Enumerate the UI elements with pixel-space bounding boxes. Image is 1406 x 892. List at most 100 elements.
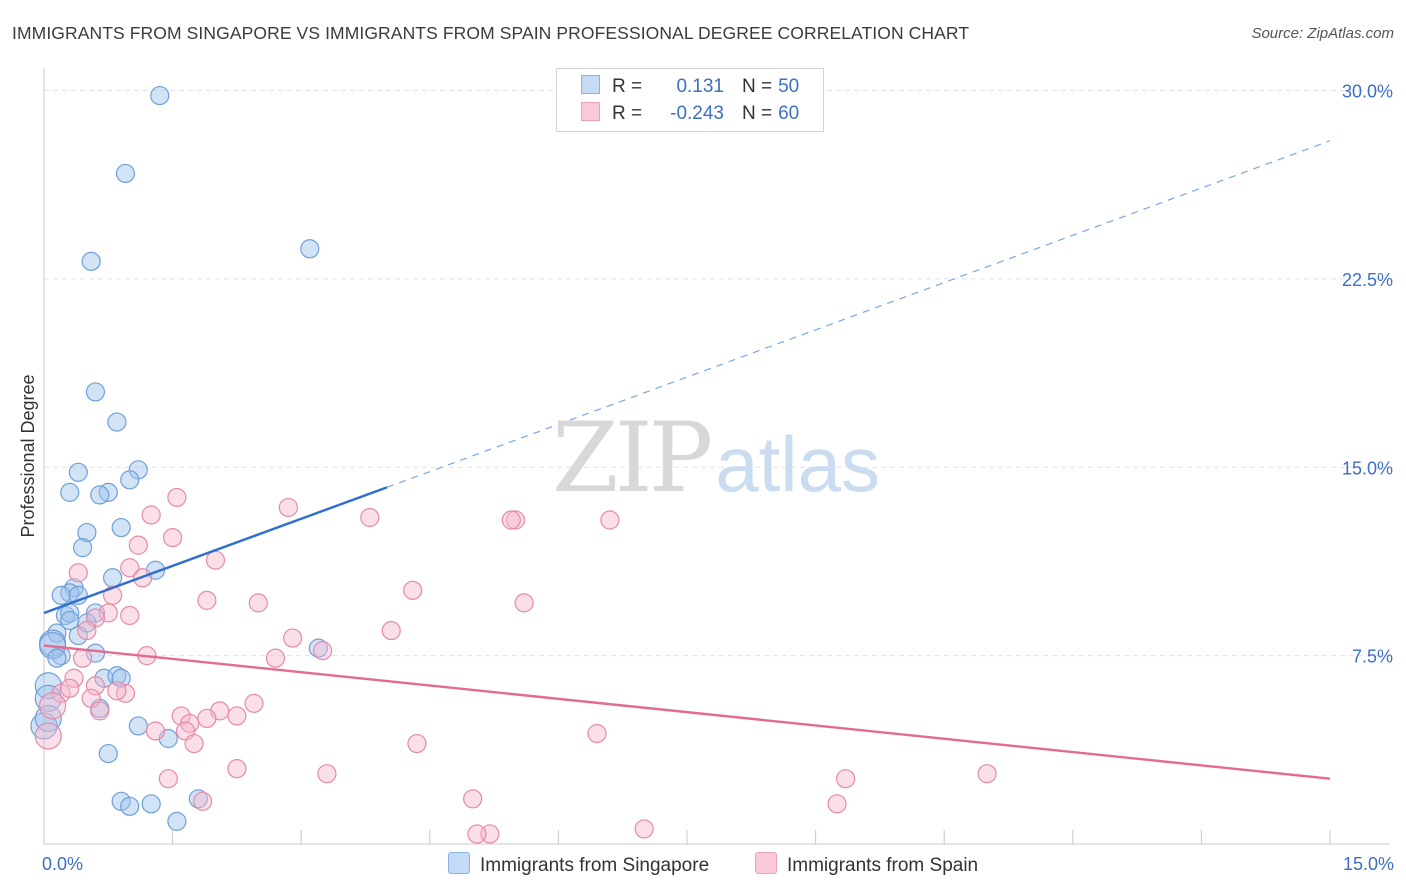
n-value-spain: 60 xyxy=(778,103,800,124)
singapore-point-8 xyxy=(120,470,140,490)
singapore-trend-extension xyxy=(386,140,1331,488)
singapore-point-0 xyxy=(150,85,170,106)
spain-point-48 xyxy=(158,769,178,789)
spain-point-13 xyxy=(403,580,423,600)
singapore-point-12 xyxy=(111,517,131,538)
spain-point-23 xyxy=(313,641,333,661)
y-tick-label-1: 15.0% xyxy=(1342,458,1393,478)
spain-point-18 xyxy=(98,603,118,623)
spain-point-26 xyxy=(72,648,93,668)
spain-point-54 xyxy=(634,819,654,839)
spain-point-28 xyxy=(85,676,106,696)
x-tick-label-0: 0.0% xyxy=(42,854,83,874)
y-axis-label: Professional Degree xyxy=(18,374,38,537)
chart-title: IMMIGRANTS FROM SINGAPORE VS IMMIGRANTS … xyxy=(12,23,970,43)
singapore-point-7 xyxy=(68,462,88,482)
spain-point-30 xyxy=(107,681,127,701)
spain-point-27 xyxy=(64,668,84,688)
singapore-point-2 xyxy=(300,239,320,259)
singapore-trend-line xyxy=(43,486,388,615)
singapore-point-29 xyxy=(85,643,106,663)
x-ticks xyxy=(43,830,1331,844)
spain-point-49 xyxy=(836,769,856,789)
spain-trend-line xyxy=(43,644,1331,780)
legend-item-spain[interactable]: Immigrants from Spain xyxy=(755,852,978,877)
singapore-point-35 xyxy=(111,668,131,688)
spain-point-19 xyxy=(120,605,140,626)
spain-point-21 xyxy=(381,620,401,641)
spain-point-47 xyxy=(317,764,337,784)
series-legend: Immigrants from Singapore Immigrants fro… xyxy=(0,852,1406,878)
spain-point-45 xyxy=(34,722,62,750)
spain-point-25 xyxy=(265,648,286,668)
singapore-point-41 xyxy=(98,743,118,764)
spain-point-9 xyxy=(205,550,226,570)
y-tick-labels: 7.5% 15.0% 22.5% 30.0% xyxy=(1342,82,1393,667)
singapore-point-49 xyxy=(60,610,80,631)
spain-point-5 xyxy=(600,510,620,530)
legend-item-singapore[interactable]: Immigrants from Singapore xyxy=(448,852,709,877)
spain-point-33 xyxy=(244,693,264,713)
singapore-legend-swatch xyxy=(448,852,470,874)
singapore-swatch xyxy=(581,75,600,94)
singapore-point-1 xyxy=(115,163,136,184)
singapore-point-11 xyxy=(90,485,110,505)
singapore-point-48 xyxy=(47,648,67,668)
spain-point-50 xyxy=(977,764,997,784)
spain-point-3 xyxy=(360,507,380,528)
spain-point-57 xyxy=(38,692,67,720)
singapore-point-36 xyxy=(34,684,62,712)
singapore-point-3 xyxy=(81,251,101,271)
n-value-singapore: 50 xyxy=(778,76,800,97)
spain-point-15 xyxy=(197,590,217,610)
spain-swatch xyxy=(581,102,600,121)
series-spain-points xyxy=(34,487,997,844)
trend-lines xyxy=(43,140,1331,780)
spain-point-52 xyxy=(193,791,213,811)
n-label: N = xyxy=(742,103,773,124)
spain-point-16 xyxy=(248,593,268,613)
spain-point-56 xyxy=(467,824,487,844)
r-value-singapore: 0.131 xyxy=(676,76,724,97)
y-tick-label-2: 22.5% xyxy=(1342,270,1393,290)
singapore-point-44 xyxy=(120,796,140,816)
singapore-point-38 xyxy=(128,716,148,736)
legend-label-spain: Immigrants from Spain xyxy=(787,855,979,876)
singapore-point-19 xyxy=(51,585,71,605)
spain-point-22 xyxy=(283,628,303,648)
r-value-spain: -0.243 xyxy=(670,103,724,124)
spain-legend-swatch xyxy=(755,852,777,874)
singapore-point-5 xyxy=(107,412,127,432)
watermark-zip: ZIP xyxy=(552,402,713,514)
spain-point-42 xyxy=(587,723,607,744)
spain-point-37 xyxy=(197,708,217,729)
y-tick-label-0: 7.5% xyxy=(1352,647,1393,667)
singapore-point-43 xyxy=(141,794,161,814)
singapore-point-9 xyxy=(60,482,80,502)
spain-point-59 xyxy=(77,620,97,641)
gridlines xyxy=(44,90,1392,657)
spain-point-38 xyxy=(227,706,247,726)
x-tick-label-1: 15.0% xyxy=(1343,854,1394,874)
n-label: N = xyxy=(742,76,773,97)
spain-point-43 xyxy=(407,733,427,754)
watermark-atlas: atlas xyxy=(715,420,880,508)
spain-point-44 xyxy=(184,733,204,754)
singapore-point-4 xyxy=(85,382,106,402)
spain-point-41 xyxy=(145,721,166,741)
spain-point-2 xyxy=(141,505,161,525)
spain-point-46 xyxy=(227,759,247,779)
spain-point-35 xyxy=(90,701,110,721)
spain-point-1 xyxy=(278,497,298,518)
singapore-point-13 xyxy=(77,522,97,543)
singapore-point-46 xyxy=(167,811,187,831)
spain-point-58 xyxy=(60,678,80,698)
spain-point-4 xyxy=(505,510,526,530)
spain-point-53 xyxy=(827,794,847,814)
source-label: Source: ZipAtlas.com xyxy=(1251,25,1394,42)
spain-point-17 xyxy=(514,593,534,613)
legend-label-singapore: Immigrants from Singapore xyxy=(480,855,710,876)
r-label: R = xyxy=(612,103,643,124)
watermark: ZIPatlas xyxy=(552,402,880,514)
spain-point-7 xyxy=(163,527,183,548)
